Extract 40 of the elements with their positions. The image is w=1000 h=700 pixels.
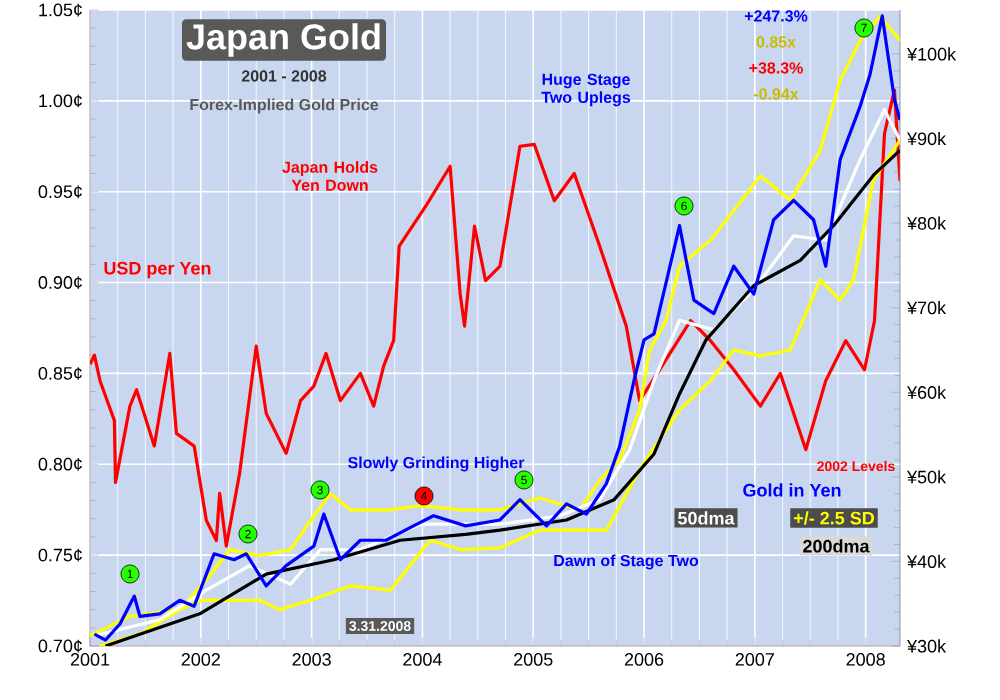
annotation: Slowly Grinding Higher (348, 456, 525, 472)
y2-tick-label: ¥80k (907, 216, 947, 230)
annotation: Japan Holds Yen Down (282, 161, 378, 191)
annotation: Huge Stage Two Uplegs (541, 73, 631, 107)
annotation: Forex-Implied Gold Price (190, 98, 379, 114)
y2-tick-label: ¥100k (907, 47, 957, 61)
annotation: -0.94x (753, 88, 799, 100)
x-tick-label: 2007 (735, 653, 774, 666)
y-tick-label: 0.95¢ (38, 185, 82, 199)
y2-tick-label: ¥60k (907, 385, 947, 399)
y-tick-label: 0.90¢ (38, 276, 82, 289)
text: USD per Yen (104, 261, 211, 279)
annotation: +38.3% (749, 62, 803, 74)
y-tick-label: 1.05¢ (39, 3, 82, 17)
y-tick-label: 1.00¢ (39, 94, 82, 108)
x-tick-label: 2006 (624, 653, 664, 666)
x-tick-label: 2003 (292, 653, 331, 666)
y-tick-label: 0.80¢ (38, 457, 82, 471)
annotation: +247.3% (744, 10, 808, 22)
y-tick-label: 0.75¢ (38, 548, 82, 562)
x-tick-label: 2002 (181, 653, 220, 666)
x-tick-label: 2001 (70, 653, 110, 666)
text: 200dma (803, 539, 870, 553)
y-tick-label: 0.85¢ (38, 366, 82, 380)
x-tick-label: 2004 (403, 653, 442, 666)
annotation: Dawn of Stage Two (554, 554, 699, 570)
y2-tick-label: ¥40k (907, 554, 947, 569)
text: Gold in Yen (743, 483, 841, 497)
x-tick-label: 2005 (514, 653, 553, 666)
text: 50dma (678, 511, 735, 525)
y2-tick-label: ¥50k (907, 470, 947, 484)
y-tick-label: 0.70¢ (38, 639, 82, 653)
y2-tick-label: ¥90k (907, 131, 947, 146)
annotation: 0.85x (756, 36, 796, 48)
y2-tick-label: ¥70k (907, 301, 947, 315)
x-tick-label: 2008 (846, 653, 885, 666)
text: +/- 2.5 SD (793, 511, 874, 525)
y2-tick-label: ¥30k (907, 639, 947, 653)
chart-title: Japan Gold (186, 23, 380, 57)
text: 2001 - 2008 (241, 70, 327, 82)
